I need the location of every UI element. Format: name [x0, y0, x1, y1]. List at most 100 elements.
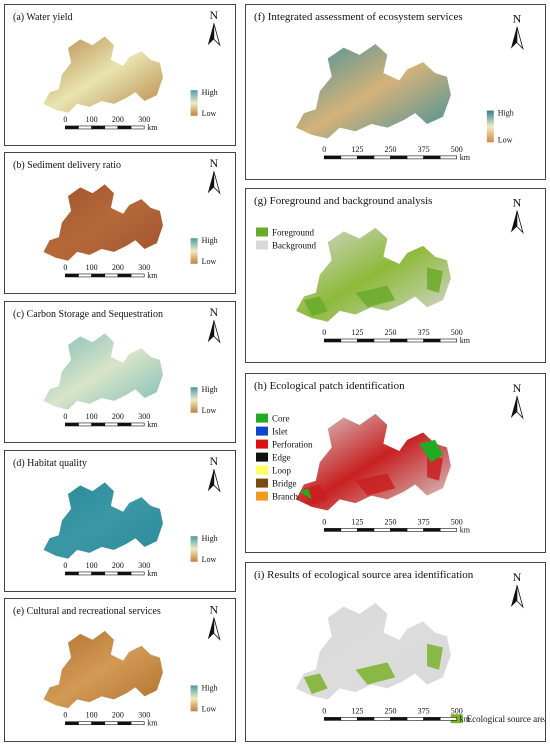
- scale-bar-segment: [78, 571, 92, 576]
- panel-canvas: (e) Cultural and recreational services N H…: [13, 602, 221, 728]
- legend-ramp: [190, 238, 198, 264]
- region: [43, 184, 163, 261]
- scale-label: 250: [384, 328, 396, 337]
- north-arrow: [213, 469, 221, 493]
- scale-bar-segment: [423, 717, 441, 721]
- map-panel: (c) Carbon Storage and Sequestration N Hig…: [4, 301, 236, 443]
- scale-bar-segment: [373, 338, 391, 343]
- scale-bar-segment: [323, 717, 342, 721]
- map-panel: (a) Water yield N High Low 0 100 200 300 km: [4, 4, 236, 146]
- scale-bar-segment: [340, 338, 358, 343]
- panel-canvas: (i) Results of ecological source area id…: [254, 569, 545, 724]
- map: [43, 630, 163, 709]
- map-panel: (b) Sediment delivery ratio N High Low 0 100 2…: [4, 152, 236, 294]
- scale-label: 250: [384, 706, 396, 715]
- scale-label: 300: [138, 711, 150, 720]
- scale-bar-segment: [117, 422, 132, 427]
- panel-canvas: (c) Carbon Storage and Sequestration N Hig…: [13, 305, 221, 429]
- region: [43, 333, 163, 410]
- legend-label: High: [202, 534, 218, 543]
- scale-bar-segment: [390, 338, 408, 343]
- scale-bar-segment: [373, 155, 391, 160]
- north-label: N: [513, 381, 522, 395]
- legend-label: Bridge: [272, 479, 297, 489]
- north-label: N: [513, 196, 522, 210]
- scale-label: 100: [86, 711, 98, 720]
- north-arrow: [516, 395, 524, 420]
- legend-label: Islet: [272, 427, 288, 437]
- scale-label: 300: [138, 115, 150, 124]
- legend-ramp: [486, 110, 494, 143]
- map-panel: (e) Cultural and recreational services N H…: [4, 598, 236, 742]
- map-panel: (h) Ecological patch identification N Core…: [245, 373, 546, 553]
- scale-bar-segment: [130, 273, 145, 278]
- scale-label: 375: [418, 517, 430, 526]
- scale-label: 0: [322, 145, 326, 154]
- scale-label: 0: [63, 711, 67, 720]
- panel-canvas: (g) Foreground and background analysis N F…: [254, 195, 524, 345]
- north-arrow: [213, 617, 221, 641]
- scale-bar-segment: [406, 155, 424, 160]
- map: [295, 43, 451, 139]
- map-panel: (d) Habitat quality N High Low 0 100 200 300 km: [4, 450, 236, 592]
- scale-bar-segment: [65, 571, 79, 576]
- scale-bar-segment: [406, 528, 424, 532]
- scale-bar-segment: [373, 528, 391, 532]
- region: [295, 602, 451, 700]
- map: [43, 482, 163, 559]
- scale-bar-segment: [439, 717, 458, 721]
- legend-swatch: [256, 465, 268, 475]
- scale-label: 125: [351, 328, 363, 337]
- scale-bar-segment: [130, 125, 145, 130]
- legend-label: High: [202, 683, 218, 692]
- north-arrow: [510, 396, 517, 418]
- scale-label: 500: [451, 328, 463, 337]
- scale-bar-segment: [78, 125, 92, 130]
- scale-label: 125: [351, 706, 363, 715]
- scale-label: 100: [86, 561, 98, 570]
- scale-bar-segment: [423, 528, 441, 532]
- patches: [303, 643, 443, 694]
- map-panel: (i) Results of ecological source area id…: [245, 562, 546, 742]
- scale-bar-segment: [117, 721, 132, 726]
- scale-bar-segment: [104, 422, 119, 427]
- north-arrow: [516, 26, 524, 50]
- scale-bar-segment: [340, 717, 358, 721]
- legend-label: Low: [202, 109, 217, 118]
- map: [295, 413, 451, 511]
- panel-title: (g) Foreground and background analysis: [254, 195, 432, 207]
- region: [43, 482, 163, 559]
- legend-label: High: [202, 236, 218, 245]
- scale-bar-segment: [117, 571, 132, 576]
- north-arrow: [207, 469, 214, 492]
- legend-swatch: [256, 439, 268, 449]
- legend-ramp: [190, 90, 198, 116]
- scale-bar-segment: [91, 422, 106, 427]
- legend-label: Low: [202, 257, 217, 266]
- north-arrow: [213, 171, 221, 195]
- scale-label: 0: [63, 561, 67, 570]
- legend-label: Core: [272, 414, 290, 424]
- scale-label: 0: [63, 263, 67, 272]
- scale-label: 250: [384, 517, 396, 526]
- scale-label: 0: [322, 706, 326, 715]
- north-arrow: [207, 171, 214, 194]
- scale-label: 500: [451, 706, 463, 715]
- legend-ramp: [190, 685, 198, 712]
- legend-swatch: [256, 240, 268, 250]
- legend-label: Background: [272, 241, 316, 251]
- scale-bar-segment: [130, 721, 145, 726]
- scale-bar-segment: [373, 717, 391, 721]
- map: [295, 227, 451, 322]
- north-arrow: [510, 210, 517, 233]
- legend-swatch: [256, 413, 268, 423]
- map: [43, 333, 163, 410]
- scale-label: 0: [322, 328, 326, 337]
- map: [295, 602, 451, 700]
- scale-bar-segment: [439, 338, 458, 343]
- scale-bar-segment: [65, 721, 79, 726]
- scale-bar-segment: [78, 422, 92, 427]
- scale-label: 500: [451, 145, 463, 154]
- scale-bar-segment: [104, 125, 119, 130]
